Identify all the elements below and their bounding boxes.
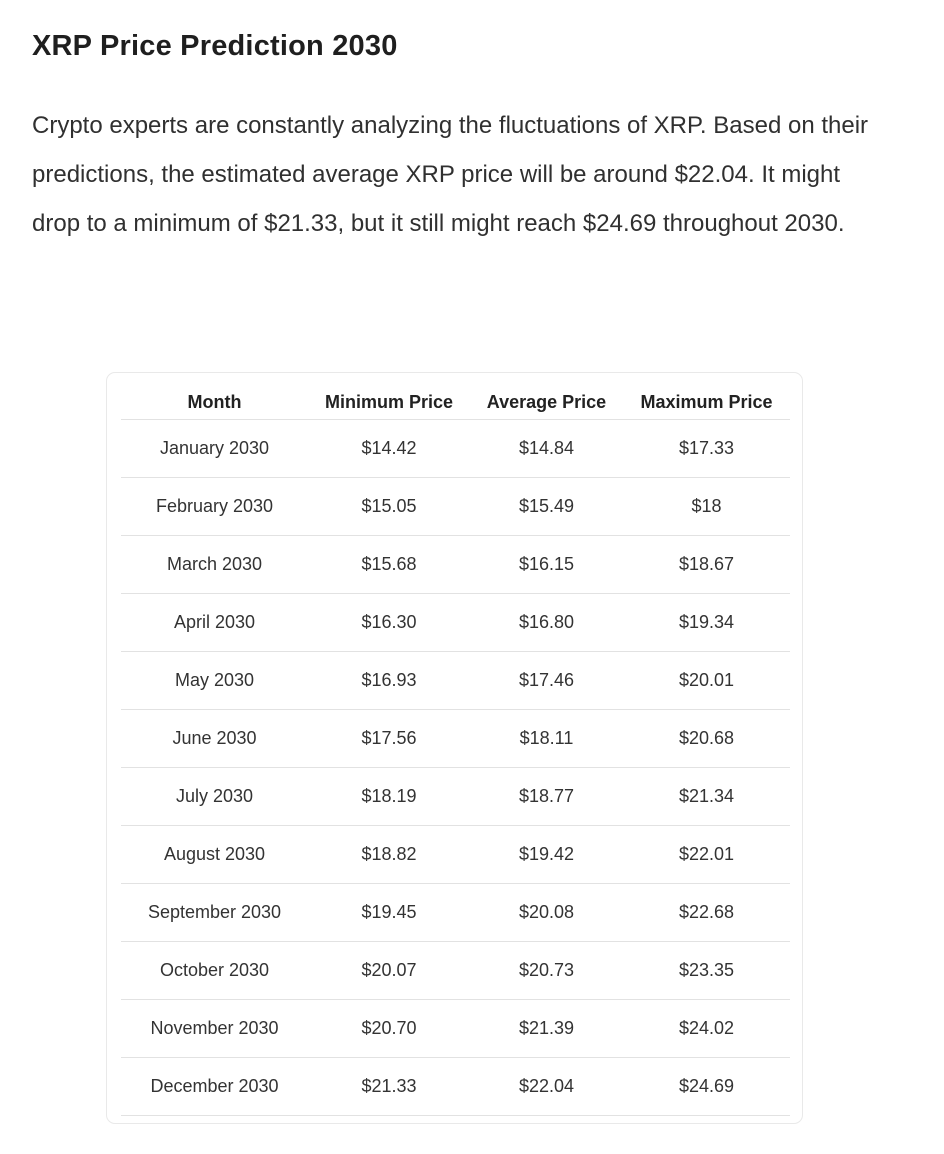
table-row: November 2030 $20.70 $21.39 $24.02 — [121, 999, 790, 1058]
minimum-price-cell: $18.82 — [308, 825, 470, 884]
price-table: Month Minimum Price Average Price Maximu… — [121, 385, 790, 1116]
table-header-row: Month Minimum Price Average Price Maximu… — [121, 385, 790, 420]
table-row: June 2030 $17.56 $18.11 $20.68 — [121, 709, 790, 768]
month-cell: September 2030 — [121, 883, 308, 942]
average-price-cell: $20.73 — [470, 941, 623, 1000]
table-row: March 2030 $15.68 $16.15 $18.67 — [121, 535, 790, 594]
page-title: XRP Price Prediction 2030 — [32, 30, 398, 62]
month-cell: January 2030 — [121, 419, 308, 478]
average-price-cell: $17.46 — [470, 651, 623, 710]
month-cell: November 2030 — [121, 999, 308, 1058]
table-row: October 2030 $20.07 $20.73 $23.35 — [121, 941, 790, 1000]
maximum-price-cell: $22.01 — [623, 825, 790, 884]
table-row: February 2030 $15.05 $15.49 $18 — [121, 477, 790, 536]
price-table-card: Month Minimum Price Average Price Maximu… — [106, 372, 803, 1124]
month-cell: May 2030 — [121, 651, 308, 710]
minimum-price-cell: $17.56 — [308, 709, 470, 768]
minimum-price-cell: $19.45 — [308, 883, 470, 942]
month-cell: March 2030 — [121, 535, 308, 594]
header-average-price: Average Price — [470, 385, 623, 420]
average-price-cell: $18.11 — [470, 709, 623, 768]
maximum-price-cell: $23.35 — [623, 941, 790, 1000]
minimum-price-cell: $21.33 — [308, 1057, 470, 1116]
minimum-price-cell: $20.70 — [308, 999, 470, 1058]
average-price-cell: $16.80 — [470, 593, 623, 652]
maximum-price-cell: $19.34 — [623, 593, 790, 652]
month-cell: June 2030 — [121, 709, 308, 768]
table-row: September 2030 $19.45 $20.08 $22.68 — [121, 883, 790, 942]
maximum-price-cell: $20.68 — [623, 709, 790, 768]
header-month: Month — [121, 385, 308, 420]
minimum-price-cell: $18.19 — [308, 767, 470, 826]
header-minimum-price: Minimum Price — [308, 385, 470, 420]
average-price-cell: $22.04 — [470, 1057, 623, 1116]
minimum-price-cell: $20.07 — [308, 941, 470, 1000]
table-row: August 2030 $18.82 $19.42 $22.01 — [121, 825, 790, 884]
minimum-price-cell: $14.42 — [308, 419, 470, 478]
month-cell: August 2030 — [121, 825, 308, 884]
month-cell: April 2030 — [121, 593, 308, 652]
maximum-price-cell: $21.34 — [623, 767, 790, 826]
table-row: April 2030 $16.30 $16.80 $19.34 — [121, 593, 790, 652]
month-cell: February 2030 — [121, 477, 308, 536]
average-price-cell: $18.77 — [470, 767, 623, 826]
average-price-cell: $21.39 — [470, 999, 623, 1058]
maximum-price-cell: $24.02 — [623, 999, 790, 1058]
table-row: July 2030 $18.19 $18.77 $21.34 — [121, 767, 790, 826]
minimum-price-cell: $16.93 — [308, 651, 470, 710]
minimum-price-cell: $15.05 — [308, 477, 470, 536]
table-row: January 2030 $14.42 $14.84 $17.33 — [121, 419, 790, 478]
maximum-price-cell: $22.68 — [623, 883, 790, 942]
average-price-cell: $15.49 — [470, 477, 623, 536]
table-row: December 2030 $21.33 $22.04 $24.69 — [121, 1057, 790, 1116]
month-cell: July 2030 — [121, 767, 308, 826]
maximum-price-cell: $18 — [623, 477, 790, 536]
month-cell: October 2030 — [121, 941, 308, 1000]
month-cell: December 2030 — [121, 1057, 308, 1116]
intro-paragraph: Crypto experts are constantly analyzing … — [32, 112, 869, 237]
average-price-cell: $19.42 — [470, 825, 623, 884]
table-row: May 2030 $16.93 $17.46 $20.01 — [121, 651, 790, 710]
minimum-price-cell: $15.68 — [308, 535, 470, 594]
minimum-price-cell: $16.30 — [308, 593, 470, 652]
average-price-cell: $16.15 — [470, 535, 623, 594]
average-price-cell: $20.08 — [470, 883, 623, 942]
maximum-price-cell: $20.01 — [623, 651, 790, 710]
header-maximum-price: Maximum Price — [623, 385, 790, 420]
maximum-price-cell: $17.33 — [623, 419, 790, 478]
maximum-price-cell: $24.69 — [623, 1057, 790, 1116]
average-price-cell: $14.84 — [470, 419, 623, 478]
maximum-price-cell: $18.67 — [623, 535, 790, 594]
